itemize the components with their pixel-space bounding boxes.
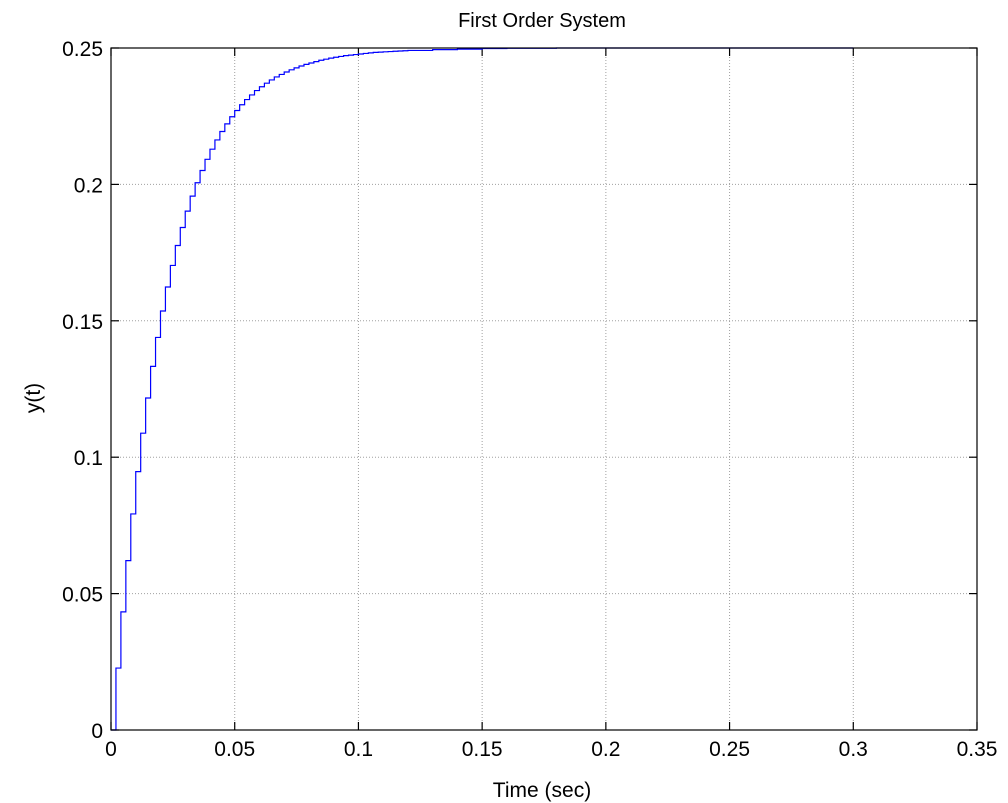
x-axis-label: Time (sec) xyxy=(493,779,591,802)
axes-background xyxy=(111,48,977,730)
x-tick-label: 0.1 xyxy=(344,738,373,761)
y-tick-labels: 0 0.05 0.1 0.15 0.2 0.25 xyxy=(62,38,103,743)
y-tick-label: 0.1 xyxy=(74,447,103,470)
y-tick-label: 0.25 xyxy=(62,38,103,61)
y-tick-label: 0.05 xyxy=(62,584,103,607)
series-line xyxy=(111,47,854,731)
y-tick-label: 0.2 xyxy=(74,174,103,197)
plot-area xyxy=(110,47,978,731)
series xyxy=(111,47,854,731)
x-tick-label: 0.2 xyxy=(591,738,620,761)
x-tick-label: 0.35 xyxy=(957,738,998,761)
y-axis-label: y(t) xyxy=(22,383,45,413)
x-tick-label: 0.3 xyxy=(839,738,868,761)
chart-title: First Order System xyxy=(458,10,626,32)
x-tick-label: 0 xyxy=(105,738,117,761)
x-tick-label: 0.25 xyxy=(709,738,750,761)
y-tick-label: 0 xyxy=(91,720,103,743)
x-tick-label: 0.15 xyxy=(462,738,503,761)
x-tick-label: 0.05 xyxy=(214,738,255,761)
x-tick-labels: 0 0.05 0.1 0.15 0.2 0.25 0.3 0.35 xyxy=(105,738,997,761)
grid xyxy=(111,48,977,730)
axes-box xyxy=(110,47,978,731)
y-tick-label: 0.15 xyxy=(62,311,103,334)
